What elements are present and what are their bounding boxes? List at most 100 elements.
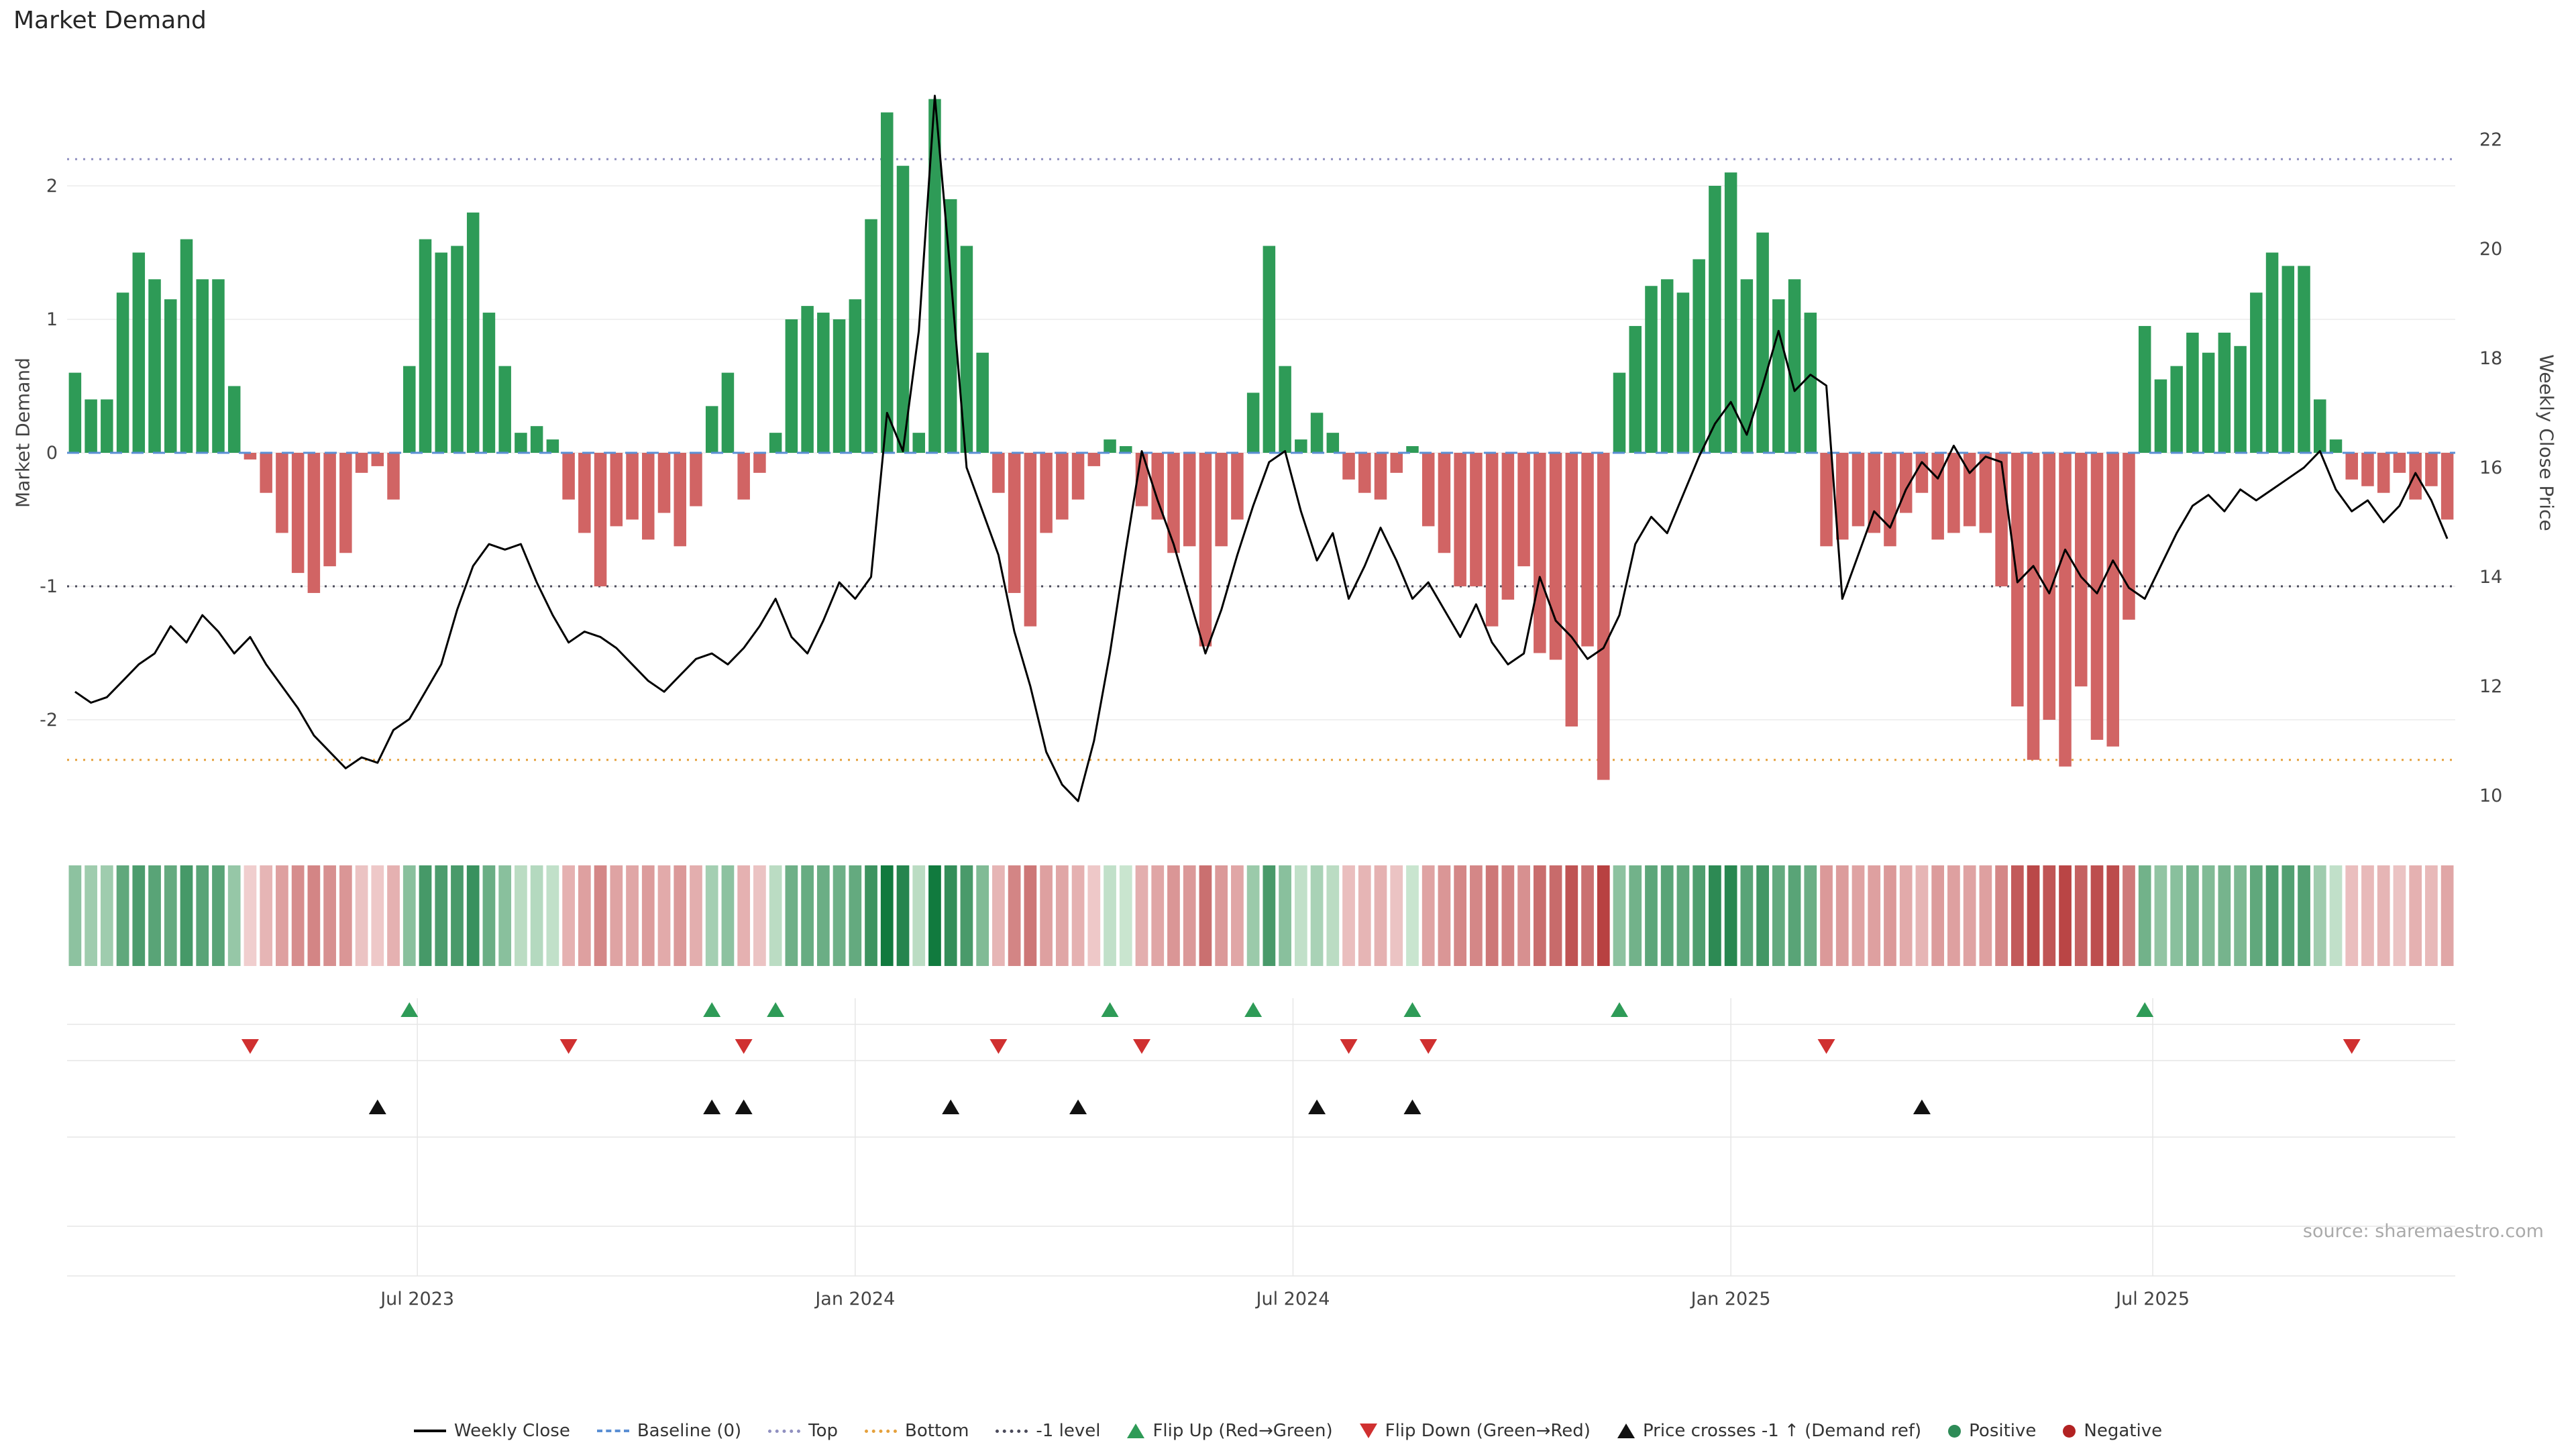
demand-bar [1120,446,1132,453]
heatmap-cell [785,865,798,966]
flip-up-marker [1101,1002,1119,1017]
demand-bar [642,453,655,540]
legend-dotted-line-icon [865,1429,898,1433]
legend-label: Baseline (0) [637,1421,742,1441]
demand-bar [355,453,368,473]
demand-bar [881,112,894,453]
legend-item-weekly-close: Weekly Close [413,1421,570,1441]
heatmap-cell [2154,865,2167,966]
heatmap-cell [1342,865,1355,966]
heatmap-cell [2409,865,2422,966]
heatmap-cell [371,865,384,966]
demand-bar [1008,453,1021,593]
demand-bar [1326,433,1340,453]
demand-bar [1421,453,1435,527]
demand-bar [307,453,321,593]
heatmap-cell [180,865,193,966]
price-cross-marker [1913,1099,1931,1114]
heatmap-cell [1931,865,1945,966]
heatmap-cell [737,865,751,966]
demand-bar [339,453,352,553]
demand-bar [1581,453,1594,647]
heatmap-cell [1421,865,1435,966]
demand-bar [1660,279,1674,453]
heatmap-cell [1008,865,1021,966]
right-axis-tick: 16 [2479,458,2502,478]
heatmap-cell [1995,865,2008,966]
heatmap-cell [1454,865,1467,966]
heatmap-cell [1167,865,1180,966]
heatmap-cell [928,865,941,966]
heatmap-cell [1374,865,1387,966]
demand-bar [1279,366,1291,453]
demand-bar [2393,453,2406,473]
heatmap-cell [1915,865,1929,966]
heatmap-cell [2313,865,2326,966]
heatmap-cell [1772,865,1785,966]
demand-bar [2409,453,2422,500]
heatmap-cell [1756,865,1769,966]
demand-bar [960,246,973,453]
demand-bar [2154,379,2167,453]
heatmap-cell [2090,865,2104,966]
heatmap-cell [1899,865,1913,966]
flip-up-marker [703,1002,721,1017]
demand-bar [148,279,161,453]
legend-label: Flip Up (Red→Green) [1152,1421,1333,1441]
demand-bar [1501,453,1515,600]
price-cross-marker [1308,1099,1326,1114]
heatmap-cell [1533,865,1546,966]
heatmap-cell [1581,865,1594,966]
demand-bar [1979,453,1992,533]
demand-bar [1613,372,1626,453]
legend-triangle-up-icon [1127,1424,1145,1438]
heatmap-cell [2106,865,2120,966]
flip-up-marker [767,1002,785,1017]
heatmap-cell [865,865,877,966]
demand-bar [260,453,272,493]
heatmap-cell [880,865,894,966]
demand-bar [101,399,113,453]
heatmap-cell [1549,865,1562,966]
heatmap-cell [355,865,368,966]
heatmap-cell [1183,865,1196,966]
heatmap-cell [896,865,910,966]
legend-label: -1 level [1036,1421,1101,1441]
legend-label: Weekly Close [453,1421,570,1441]
demand-bar [1517,453,1530,567]
demand-bar [1995,453,2008,586]
legend-item-top: Top [768,1421,838,1441]
demand-bar [2123,453,2135,620]
right-axis-tick: 22 [2479,129,2502,150]
demand-bar [1868,453,1880,533]
heatmap-cell [1310,865,1324,966]
heatmap-cell [1390,865,1403,966]
heatmap-cell [912,865,926,966]
heatmap-cell [276,865,288,966]
demand-bar [1645,286,1658,453]
demand-bar [1246,392,1260,453]
demand-bar [1231,453,1244,520]
heatmap-cell [626,865,639,966]
demand-bar [2377,453,2390,493]
demand-bar [1693,259,1705,453]
demand-bar [2425,453,2438,486]
demand-bar [515,433,527,453]
heatmap-cell [690,865,702,966]
demand-bar [1931,453,1944,540]
demand-bar [1724,172,1737,453]
legend-dashed-line-icon [596,1430,629,1432]
demand-bar [466,212,480,453]
heatmap-cell [2074,865,2088,966]
heatmap-cell [1565,865,1578,966]
heatmap-cell [148,865,161,966]
demand-bar [578,453,591,533]
demand-bar [2138,325,2151,453]
heatmap-cell [1055,865,1069,966]
demand-bar [912,433,925,453]
demand-bar [1056,453,1069,520]
flip-down-marker [241,1039,259,1054]
demand-bar [2106,453,2119,747]
right-axis-tick: 14 [2479,567,2502,588]
